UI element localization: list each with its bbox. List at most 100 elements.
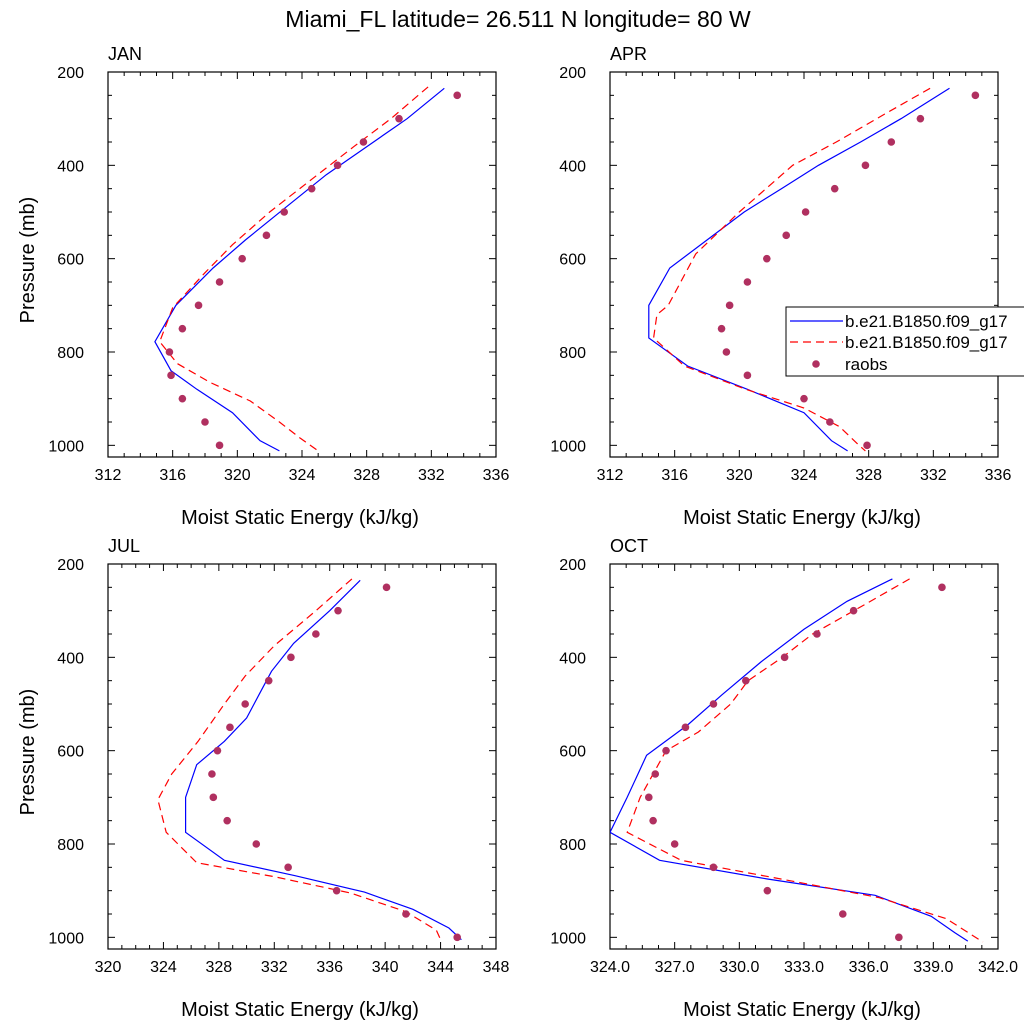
- raobs-point: [709, 863, 718, 872]
- raobs-point: [213, 746, 222, 755]
- panel-title: JUL: [108, 536, 140, 556]
- y-tick-label: 400: [559, 158, 586, 175]
- raobs-point: [709, 700, 718, 708]
- x-axis-label: Moist Static Energy (kJ/kg): [181, 507, 419, 529]
- x-tick-label: 332: [920, 467, 947, 484]
- raobs-point: [226, 723, 234, 732]
- raobs-point: [215, 441, 224, 450]
- raobs-point: [215, 278, 224, 286]
- raobs-point: [312, 630, 320, 638]
- y-tick-label: 400: [559, 650, 586, 667]
- x-tick-label: 324: [289, 467, 316, 484]
- x-axis-label: Moist Static Energy (kJ/kg): [683, 507, 921, 529]
- y-tick-label: 200: [57, 65, 84, 82]
- raobs-point: [801, 208, 810, 216]
- y-tick-label: 1000: [48, 930, 84, 947]
- raobs-point: [717, 324, 726, 333]
- raobs-point: [178, 394, 187, 403]
- data-area: [648, 87, 980, 452]
- figure-title: Miami_FL latitude= 26.511 N longitude= 8…: [285, 6, 751, 32]
- y-tick-label: 200: [559, 65, 586, 82]
- y-tick-label: 800: [57, 345, 84, 362]
- y-tick-label: 600: [57, 252, 84, 269]
- panel-jan: JAN Moist Static Energy (kJ/kg) Pressure…: [17, 44, 509, 529]
- x-tick-label: 320: [726, 467, 753, 484]
- x-tick-label: 324: [791, 467, 818, 484]
- panel-title: APR: [610, 44, 647, 64]
- legend-label: b.e21.B1850.f09_g17: [845, 333, 1008, 352]
- series-line-blue: [154, 87, 445, 452]
- raobs-point: [333, 161, 342, 170]
- y-tick-label: 400: [57, 650, 84, 667]
- raobs-point: [238, 254, 246, 263]
- y-tick-label: 200: [559, 557, 586, 574]
- raobs-point: [670, 840, 679, 848]
- raobs-point: [332, 886, 341, 895]
- x-tick-label: 328: [855, 467, 882, 484]
- raobs-point: [895, 933, 903, 942]
- raobs-point: [359, 138, 368, 146]
- y-tick-label: 400: [57, 158, 84, 175]
- raobs-point: [201, 418, 209, 426]
- raobs-point: [280, 208, 289, 216]
- y-tick-label: 800: [57, 837, 84, 854]
- raobs-point: [782, 231, 791, 240]
- x-tick-label: 336.0: [849, 959, 889, 976]
- y-axis-label: Pressure (mb): [17, 197, 39, 324]
- x-tick-label: 312: [95, 467, 122, 484]
- raobs-point: [178, 324, 187, 333]
- raobs-point: [167, 371, 175, 380]
- x-tick-label: 333.0: [784, 959, 824, 976]
- raobs-point: [307, 184, 316, 193]
- raobs-point: [826, 418, 834, 426]
- x-tick-label: 324: [150, 959, 177, 976]
- raobs-point: [861, 161, 870, 170]
- x-tick-label: 336: [483, 467, 510, 484]
- data-area: [157, 578, 462, 942]
- legend-label: b.e21.B1850.f09_g17: [845, 312, 1008, 331]
- series-line-blue: [610, 578, 969, 942]
- raobs-point: [662, 746, 670, 755]
- x-tick-label: 332: [261, 959, 288, 976]
- raobs-point: [208, 770, 216, 778]
- raobs-point: [722, 348, 731, 356]
- raobs-point: [284, 863, 292, 872]
- raobs-point: [223, 816, 231, 825]
- series-line-blue: [185, 579, 462, 941]
- raobs-point: [453, 933, 462, 942]
- raobs-point: [743, 371, 752, 380]
- x-tick-label: 316: [661, 467, 688, 484]
- raobs-point: [165, 348, 174, 356]
- data-area: [154, 86, 462, 452]
- raobs-point: [264, 676, 273, 685]
- raobs-point: [334, 606, 342, 615]
- raobs-point: [241, 700, 249, 708]
- raobs-point: [863, 441, 871, 450]
- panel-title: JAN: [108, 44, 142, 64]
- raobs-point: [287, 653, 295, 662]
- x-tick-label: 336: [985, 467, 1012, 484]
- raobs-point: [916, 114, 925, 123]
- raobs-point: [395, 114, 403, 123]
- raobs-point: [763, 254, 771, 263]
- x-tick-label: 340: [372, 959, 399, 976]
- x-tick-label: 312: [597, 467, 624, 484]
- x-axis-label: Moist Static Energy (kJ/kg): [683, 999, 921, 1021]
- y-tick-label: 1000: [550, 930, 586, 947]
- x-tick-label: 328: [353, 467, 380, 484]
- raobs-point: [382, 583, 391, 592]
- raobs-point: [971, 91, 980, 100]
- panel-oct: OCT Moist Static Energy (kJ/kg) 324.0 327…: [550, 536, 1018, 1021]
- y-tick-label: 600: [57, 744, 84, 761]
- x-tick-label: 330.0: [719, 959, 759, 976]
- raobs-point: [839, 910, 847, 918]
- x-tick-label: 320: [224, 467, 251, 484]
- x-tick-label: 316: [159, 467, 186, 484]
- legend-swatch-dot: [812, 360, 820, 368]
- x-tick-label: 344: [427, 959, 454, 976]
- x-tick-label: 348: [483, 959, 510, 976]
- series-line-red: [626, 578, 984, 943]
- panel-apr: APR Moist Static Energy (kJ/kg) 312 316 32…: [550, 44, 1011, 529]
